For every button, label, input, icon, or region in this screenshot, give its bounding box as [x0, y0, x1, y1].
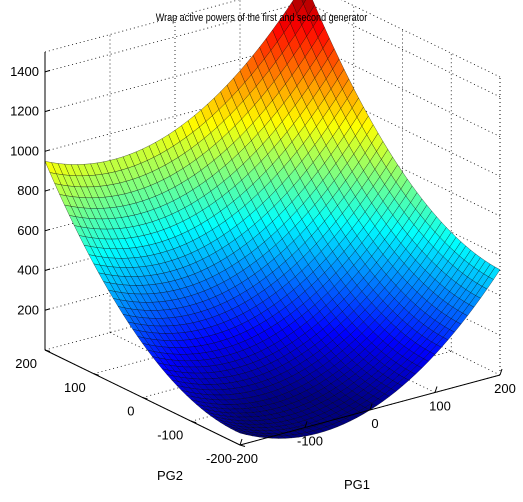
y-axis-label: PG2: [157, 468, 183, 483]
z-tick-mark: [44, 69, 51, 73]
y-tick-label: -100: [157, 427, 183, 442]
x-tick-mark: [434, 386, 438, 393]
z-tick-mark: [44, 268, 51, 272]
x-tick-label: -200: [232, 451, 258, 466]
grid-line: [44, 1, 306, 73]
x-tick-label: -100: [297, 434, 323, 449]
x-tick-label: 100: [429, 399, 451, 414]
z-tick-label: 200: [17, 302, 39, 317]
x-tick-label: 0: [371, 416, 378, 431]
y-tick-mark: [93, 373, 99, 376]
axis-layer: 200400600800100012001400-200-1000100200-…: [10, 52, 516, 466]
x-tick-mark: [499, 368, 503, 376]
x-tick-mark: [239, 438, 243, 446]
x-tick-label: 200: [494, 381, 516, 396]
z-tick-label: 1400: [10, 64, 39, 79]
z-tick-mark: [44, 228, 51, 232]
surface-layer: [44, 0, 501, 439]
y-tick-mark: [44, 349, 51, 352]
z-tick-label: 1200: [10, 104, 39, 119]
grid-line: [44, 0, 240, 53]
z-tick-mark: [44, 189, 51, 192]
y-tick-label: 200: [15, 356, 37, 371]
z-tick-label: 400: [17, 263, 39, 278]
z-tick-label: 600: [17, 223, 39, 238]
grid-line: [304, 1, 501, 98]
y-tick-label: 100: [64, 380, 86, 395]
z-tick-label: 800: [17, 183, 39, 198]
z-tick-label: 1000: [10, 143, 39, 158]
z-tick-mark: [44, 109, 51, 113]
y-tick-label: 0: [127, 404, 134, 419]
x-axis-label: PG1: [344, 477, 370, 492]
x-tick-mark: [304, 421, 308, 428]
y-tick-mark: [191, 420, 197, 424]
grid-line: [341, 0, 501, 78]
x-tick-mark: [369, 403, 373, 411]
surface-cell: [235, 430, 247, 435]
y-tick-mark: [142, 397, 148, 400]
y-tick-label: -200: [206, 451, 232, 466]
surface-cell: [301, 0, 307, 5]
z-tick-mark: [44, 308, 51, 311]
y-tick-mark: [239, 444, 246, 447]
chart-title: Wrap active powers of the first and seco…: [155, 12, 368, 24]
z-tick-mark: [44, 149, 51, 152]
